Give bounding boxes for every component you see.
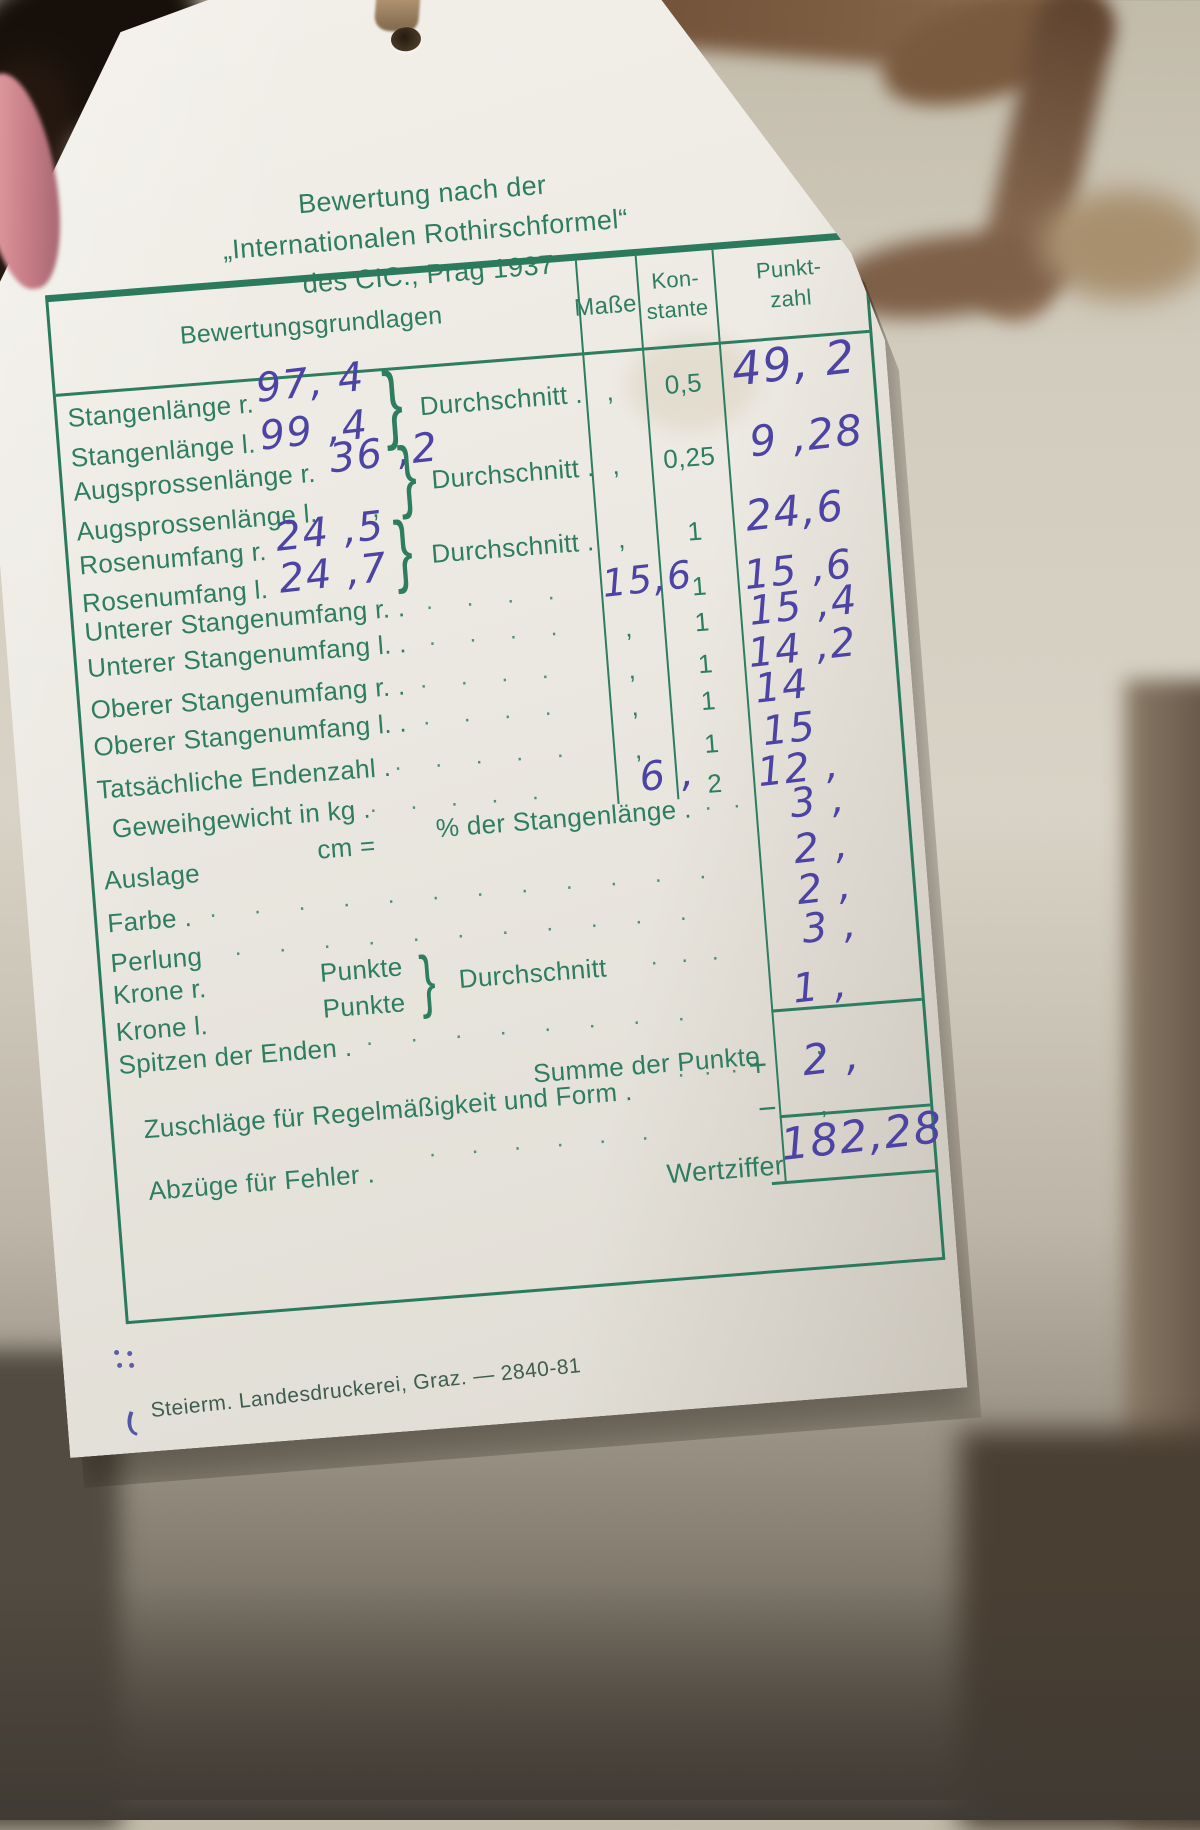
antler-branch-icon xyxy=(871,0,1119,125)
dot-leader: · · · · xyxy=(421,698,554,737)
ink-squiggle xyxy=(123,1411,144,1436)
row-label: Auslage xyxy=(102,858,201,896)
printer-footer: Steierm. Landesdruckerei, Graz. — 2840-8… xyxy=(149,1354,583,1423)
durchschnitt-label: Durchschnitt . xyxy=(430,526,596,569)
header-konstante-2: stante xyxy=(645,294,710,325)
konstante-value: 0,25 xyxy=(662,440,717,475)
masse-placeholder: , xyxy=(629,691,640,722)
row-label: Krone l. xyxy=(114,1009,209,1048)
punktzahl-value: 3 , xyxy=(787,775,848,828)
auslage-cm-label: cm = xyxy=(316,830,377,865)
minus-sign: − xyxy=(756,1089,779,1127)
dot-leader: · · · · xyxy=(427,619,560,657)
tag-hole-icon xyxy=(390,26,422,52)
wall-edge-strip xyxy=(1125,680,1200,1830)
dot-leader: · · · · · · xyxy=(427,1123,651,1168)
dot-leader: · · · · · xyxy=(393,741,566,782)
wertziffer-value: 182,28 xyxy=(778,1101,946,1171)
dot-leader: · · · · xyxy=(418,662,551,700)
dot-leader: · · · · xyxy=(424,583,557,621)
brace-icon: } xyxy=(416,941,439,1020)
krone-punkte-label: Punkte xyxy=(318,951,404,988)
punktzahl-value: 2 , xyxy=(799,1029,863,1086)
masse-placeholder: , xyxy=(605,376,615,407)
dot-leader: · · · xyxy=(649,943,721,976)
wertziffer-label: Wertziffer xyxy=(665,1150,786,1190)
konstante-value: 1 xyxy=(690,570,708,602)
krone-punkte-label: Punkte xyxy=(321,987,407,1024)
konstante-value: 1 xyxy=(696,648,714,680)
evaluation-tag-card: Bewertung nach der „Internationalen Roth… xyxy=(0,0,967,1458)
antler-tine-icon xyxy=(967,0,1123,330)
floor-shadow-band xyxy=(0,1580,1200,1820)
durchschnitt-label: Durchschnitt . xyxy=(418,378,584,422)
punktzahl-value: 3 , xyxy=(799,900,860,953)
punktzahl-value: 24,6 xyxy=(742,480,848,541)
masse-placeholder: , xyxy=(626,654,637,685)
score-table: Bewertungsgrundlagen Maße Kon- stante Pu… xyxy=(45,231,945,1324)
konstante-value: 1 xyxy=(693,606,711,638)
plus-sign: + xyxy=(747,1046,769,1084)
shadow-bottom-right xyxy=(960,1430,1200,1830)
punktzahl-value: 9 ,28 xyxy=(746,404,867,467)
dot-leader: · · · xyxy=(675,1056,740,1089)
header-basis: Bewertungsgrundlagen xyxy=(178,301,444,350)
wertziffer-underline xyxy=(772,1169,936,1185)
konstante-value: 0,5 xyxy=(663,367,703,400)
row-label: Farbe . xyxy=(106,901,193,939)
header-masse: Maße xyxy=(573,290,638,322)
durchschnitt-label: Durchschnitt xyxy=(457,952,608,994)
konstante-value: 1 xyxy=(686,515,704,547)
masse-placeholder: , xyxy=(623,612,634,643)
row-label: Abzüge für Fehler . xyxy=(147,1158,376,1206)
brace-icon: } xyxy=(390,504,416,595)
masse-placeholder: , xyxy=(610,449,621,481)
row-label: Krone r. xyxy=(111,972,208,1011)
row-label: Stangenlänge r. xyxy=(66,388,255,433)
header-konstante-1: Kon- xyxy=(650,265,700,294)
durchschnitt-label: Durchschnitt . xyxy=(430,451,596,495)
konstante-value: 1 xyxy=(699,685,717,717)
ink-dots xyxy=(114,1350,119,1355)
masse-placeholder: , xyxy=(616,523,627,555)
dot-leader: · · xyxy=(703,791,742,822)
antler-blur-right xyxy=(1040,190,1200,300)
